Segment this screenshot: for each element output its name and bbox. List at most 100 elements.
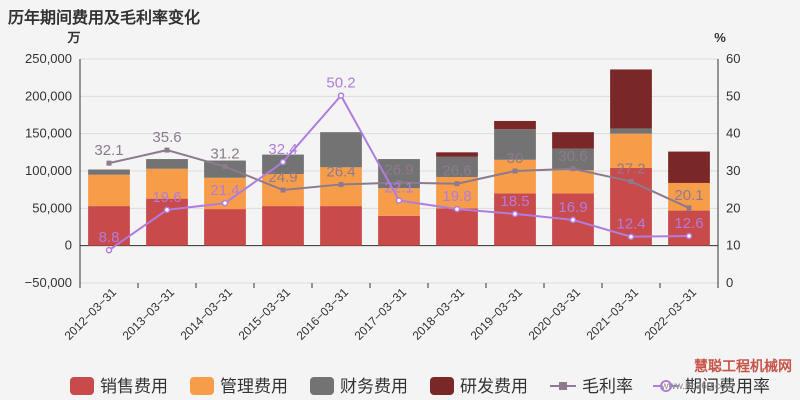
legend-label: 销售费用 <box>100 377 168 396</box>
y-right-tick-label: 30 <box>726 163 740 178</box>
bar-segment <box>436 152 478 157</box>
bar-segment <box>146 198 188 246</box>
bar-segment <box>610 69 652 129</box>
bar-segment <box>668 210 710 246</box>
bar-segment <box>436 156 478 177</box>
bar-segment <box>204 160 246 178</box>
x-tick-label: 2016−03−31 <box>294 285 352 343</box>
line-point <box>628 178 634 184</box>
watermark-logo: 慧聪工程机械网 <box>694 358 792 374</box>
bar-segment <box>146 159 188 169</box>
x-tick-label: 2022−03−31 <box>642 285 700 343</box>
bar-segment <box>88 174 130 207</box>
line-point <box>338 181 344 187</box>
x-tick-label: 2021−03−31 <box>584 285 642 343</box>
line-point <box>280 187 286 193</box>
data-label: 32.4 <box>268 141 297 158</box>
y-right-tick-label: 0 <box>726 275 733 290</box>
legend-label: 财务费用 <box>340 377 408 396</box>
data-label: 12.6 <box>674 215 703 232</box>
bar-segment <box>146 168 188 199</box>
line-point <box>105 246 113 254</box>
bar-segment <box>494 193 536 246</box>
data-label: 30.6 <box>558 148 587 165</box>
y-right-tick-label: 20 <box>726 200 740 215</box>
x-tick-label: 2019−03−31 <box>468 285 526 343</box>
bar-segment <box>610 128 652 134</box>
bar-segment <box>320 206 362 246</box>
chart-title: 历年期间费用及毛利率变化 <box>8 10 201 27</box>
line-point <box>454 181 460 187</box>
data-label: 22.1 <box>384 179 413 196</box>
y-right-tick-label: 10 <box>726 238 740 253</box>
watermark-url: www.hc360.com <box>661 381 734 392</box>
bar-segment <box>494 129 536 160</box>
x-tick-label: 2018−03−31 <box>410 285 468 343</box>
bar-segment <box>88 206 130 246</box>
data-label: 24.9 <box>268 169 297 186</box>
data-label: 12.4 <box>616 216 645 233</box>
y-left-tick-label: 100,000 <box>25 163 72 178</box>
y-left-tick-label: −50,000 <box>25 275 72 290</box>
bar-segment <box>320 132 362 168</box>
legend-label: 期间费用率 <box>685 377 770 396</box>
data-label: 19.6 <box>152 189 181 206</box>
legend-swatch <box>430 377 454 395</box>
data-label: 19.8 <box>442 188 471 205</box>
bar-segment <box>494 120 536 130</box>
bar-segment <box>494 159 536 194</box>
y-right-tick-label: 60 <box>726 51 740 66</box>
data-label: 31.2 <box>210 146 239 163</box>
bar-segment <box>436 208 478 246</box>
bar-segment <box>88 169 130 175</box>
bar-segment <box>668 151 710 183</box>
x-tick-label: 2015−03−31 <box>236 285 294 343</box>
data-label: 26.6 <box>442 163 471 180</box>
data-label: 32.1 <box>94 142 123 159</box>
legend-swatch <box>310 377 334 395</box>
line-point <box>395 197 403 204</box>
y-right-tick-label: 40 <box>726 126 740 141</box>
line-point <box>569 216 577 224</box>
y-right-tick-label: 50 <box>726 88 740 103</box>
data-label: 16.9 <box>558 199 587 216</box>
line-point <box>570 166 576 172</box>
line-point <box>337 92 345 99</box>
bar-segment <box>552 148 594 171</box>
bar-segment <box>610 133 652 169</box>
line-point <box>511 210 519 218</box>
x-tick-label: 2014−03−31 <box>178 285 236 343</box>
bar-segment <box>552 132 594 149</box>
data-label: 18.5 <box>500 193 529 210</box>
line-point <box>627 233 635 240</box>
legend-marker <box>660 380 672 392</box>
legend-label: 研发费用 <box>460 377 528 396</box>
data-label: 35.6 <box>152 129 181 146</box>
legend-swatch <box>70 377 94 395</box>
y-left-tick-label: 250,000 <box>25 51 72 66</box>
y-right-unit: % <box>714 30 726 45</box>
legend-label: 毛利率 <box>582 377 633 396</box>
data-label: 26.9 <box>384 162 413 179</box>
line-point <box>222 164 228 170</box>
x-tick-label: 2012−03−31 <box>62 285 120 343</box>
y-left-tick-label: 0 <box>65 238 72 253</box>
x-tick-label: 2013−03−31 <box>120 285 178 343</box>
line-point <box>221 199 229 207</box>
data-label: 20.1 <box>674 187 703 204</box>
line-point <box>512 168 518 174</box>
data-label: 26.4 <box>326 163 355 180</box>
legend-swatch <box>190 377 214 395</box>
bar-segment <box>204 209 246 246</box>
bar-segment <box>378 215 420 246</box>
data-label: 8.8 <box>99 229 120 246</box>
y-left-unit: 万 <box>66 30 80 45</box>
x-tick-label: 2017−03−31 <box>352 285 410 343</box>
bar-segment <box>262 206 304 246</box>
line-point <box>453 205 461 213</box>
line-point <box>163 206 171 214</box>
data-label: 21.4 <box>210 182 239 199</box>
data-label: 27.2 <box>616 160 645 177</box>
bar-segment <box>552 170 594 194</box>
